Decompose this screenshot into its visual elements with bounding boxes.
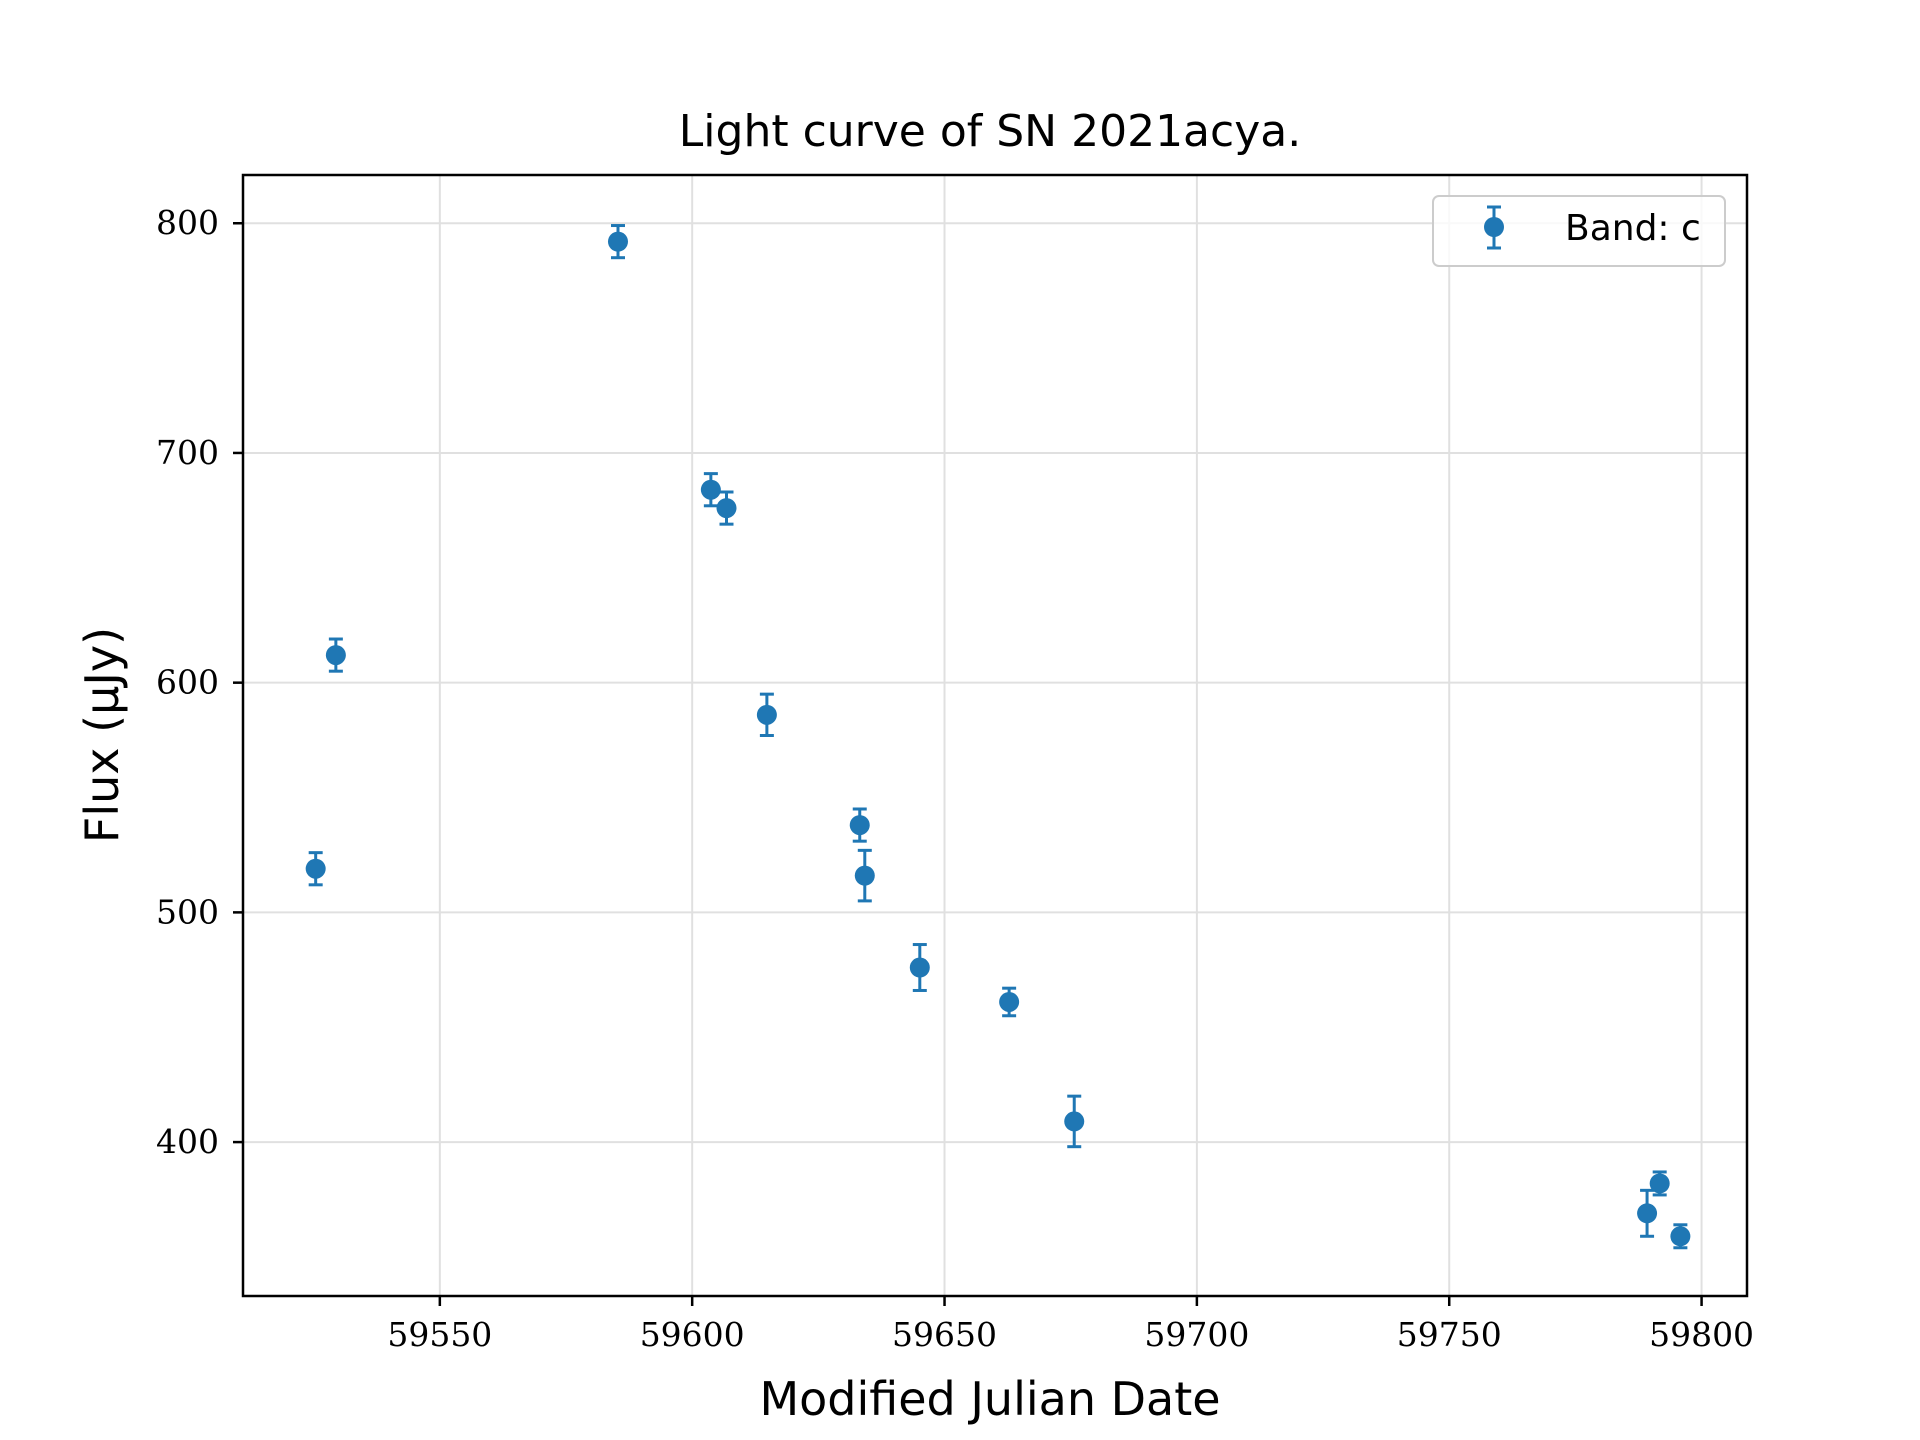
data-marker <box>700 479 721 500</box>
grid-lines <box>243 175 1747 1296</box>
y-tick-label: 600 <box>156 663 219 702</box>
data-point <box>1637 1188 1658 1238</box>
y-tick-label: 400 <box>156 1122 219 1161</box>
data-marker <box>716 498 737 519</box>
chart-title: Light curve of SN 2021acya. <box>679 106 1301 157</box>
data-point <box>854 848 875 903</box>
y-tick-label: 800 <box>156 203 219 242</box>
data-point <box>1670 1223 1691 1250</box>
data-marker <box>999 991 1020 1012</box>
data-point <box>325 637 346 673</box>
data-marker <box>607 231 628 252</box>
legend-marker-dot <box>1484 217 1504 237</box>
data-points <box>305 224 1691 1250</box>
data-marker <box>1637 1203 1658 1224</box>
data-point <box>305 851 326 887</box>
data-marker <box>325 645 346 666</box>
x-tick-label: 59800 <box>1649 1315 1754 1354</box>
x-tick-label: 59750 <box>1397 1315 1502 1354</box>
data-marker <box>909 957 930 978</box>
y-axis-ticks: 400 500 600 700 800 <box>156 203 243 1161</box>
data-marker <box>756 704 777 725</box>
legend: Band: c <box>1432 195 1726 267</box>
x-axis-label: Modified Julian Date <box>759 1372 1220 1426</box>
data-marker <box>1649 1173 1670 1194</box>
data-marker <box>1670 1226 1691 1247</box>
data-point <box>700 472 721 508</box>
legend-box <box>1432 195 1726 267</box>
data-marker <box>1064 1111 1085 1132</box>
data-point <box>756 692 777 737</box>
x-tick-label: 59700 <box>1144 1315 1249 1354</box>
data-point <box>716 490 737 526</box>
data-point <box>1064 1094 1085 1149</box>
data-marker <box>849 815 870 836</box>
y-tick-label: 700 <box>156 433 219 472</box>
legend-label: Band: c <box>1565 208 1701 249</box>
x-axis-ticks: 59550 59600 59650 59700 59750 59800 <box>387 1296 1754 1354</box>
y-axis-label: Flux (μJy) <box>75 627 129 843</box>
y-tick-label: 500 <box>156 892 219 931</box>
plot-frame <box>241 173 1749 1298</box>
data-point <box>1649 1170 1670 1197</box>
data-point <box>909 943 930 992</box>
data-marker <box>854 865 875 886</box>
x-tick-label: 59550 <box>387 1315 492 1354</box>
data-marker <box>305 858 326 879</box>
x-tick-label: 59600 <box>640 1315 745 1354</box>
data-point <box>607 224 628 260</box>
data-point <box>999 986 1020 1018</box>
x-tick-label: 59650 <box>892 1315 997 1354</box>
data-point <box>849 807 870 843</box>
